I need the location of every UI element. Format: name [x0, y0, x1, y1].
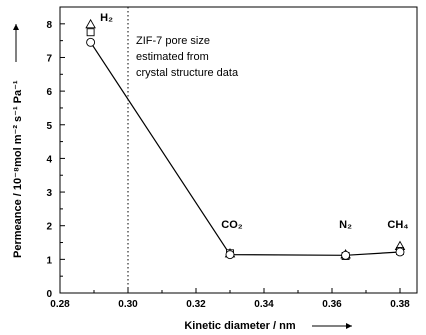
- circle-marker: [225, 250, 235, 260]
- gas-labels: H₂ CO₂ N₂ CH₄: [100, 12, 408, 231]
- gas-label: N₂: [339, 219, 352, 231]
- y-tick-label: 3: [46, 188, 52, 199]
- pore-size-annotation-line: estimated from: [136, 51, 209, 63]
- x-tick-label: 0.28: [50, 299, 70, 310]
- permeance-line: [90, 41, 401, 256]
- y-axis-arrow-head: [13, 24, 19, 30]
- x-axis-title: Kinetic diameter / nm: [184, 320, 295, 332]
- y-tick-label: 4: [46, 154, 52, 165]
- pore-size-annotation-line: ZIF-7 pore size: [136, 35, 210, 47]
- data-marks: [85, 18, 406, 260]
- y-tick-label: 7: [46, 53, 52, 64]
- x-tick-label: 0.38: [390, 299, 410, 310]
- gas-label: CO₂: [221, 219, 243, 231]
- x-axis-arrow-head: [346, 323, 352, 329]
- x-tick-label: 0.32: [186, 299, 206, 310]
- plot-frame: [59, 6, 418, 294]
- triangle-marker: [85, 18, 96, 29]
- y-tick-label: 5: [46, 121, 52, 132]
- y-tick-label: 6: [46, 87, 52, 98]
- pore-size-annotation-line: crystal structure data: [136, 67, 239, 79]
- axis-ticks: 0.28 0.30 0.32 0.34 0.36 0.38 0 1 2 3 4 5 6 7 8: [46, 20, 410, 310]
- square-marker: [86, 28, 95, 37]
- x-tick-label: 0.36: [322, 299, 342, 310]
- y-axis-title: Permeance / 10⁻⁸mol m⁻² s⁻¹ Pa⁻¹: [12, 80, 24, 258]
- x-tick-label: 0.34: [254, 299, 274, 310]
- gas-label: CH₄: [387, 219, 408, 231]
- circle-marker: [341, 250, 351, 260]
- y-tick-label: 0: [46, 289, 52, 300]
- y-tick-label: 1: [46, 255, 52, 266]
- y-tick-label: 2: [46, 222, 52, 233]
- circle-marker: [395, 247, 405, 257]
- gas-label: H₂: [100, 12, 113, 24]
- y-tick-label: 8: [46, 20, 52, 31]
- x-tick-label: 0.30: [118, 299, 138, 310]
- circle-marker: [86, 37, 96, 47]
- pore-size-reference: ZIF-7 pore size estimated from crystal str…: [127, 7, 239, 293]
